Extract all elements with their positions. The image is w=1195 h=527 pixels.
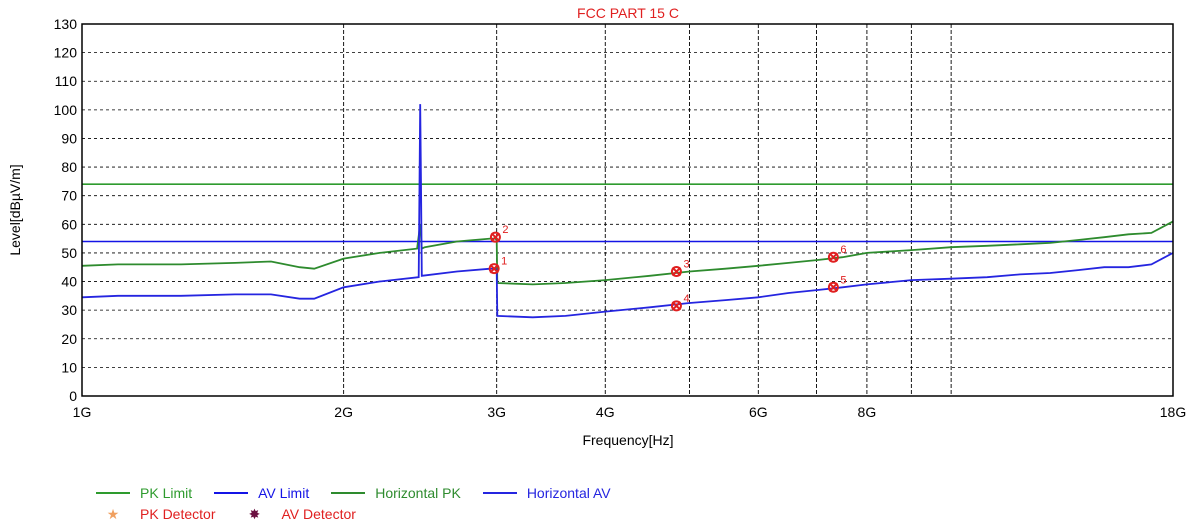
legend-item: Horizontal AV [482, 485, 611, 501]
marker-label: 3 [683, 259, 689, 271]
legend-row-markers: ★ PK Detector ✸ AV Detector [96, 506, 378, 522]
series-line-3 [81, 220, 1174, 286]
legend-line-swatch [96, 492, 130, 494]
marker-label: 6 [840, 244, 846, 256]
legend-line-swatch [482, 492, 517, 494]
x-axis-label: Frequency[Hz] [582, 432, 673, 448]
legend-marker-symbol: ✸ [248, 506, 261, 522]
x-tick-label: 18G [1160, 404, 1186, 420]
y-tick-label: 100 [54, 102, 78, 118]
x-tick-label: 2G [334, 404, 353, 420]
marker-3 [670, 266, 682, 278]
grid [81, 23, 1174, 397]
x-tick-label: 8G [858, 404, 877, 420]
legend-item: AV Limit [214, 485, 309, 501]
marker-1 [488, 263, 500, 275]
legend-line-swatch [214, 492, 249, 494]
series-line-4 [81, 104, 1174, 319]
legend-marker-symbol: ★ [106, 506, 120, 522]
x-tick-labels: 1G 2G 3G 4G 6G 8G 18G [73, 404, 1187, 420]
x-tick-label: 1G [73, 404, 92, 420]
marker-label: 4 [683, 293, 689, 305]
legend-label: Horizontal AV [526, 485, 611, 501]
legend-label: PK Limit [140, 485, 193, 501]
x-tick-label: 3G [487, 404, 506, 420]
marker-6 [827, 251, 839, 263]
marker-4-cross [671, 301, 682, 311]
y-tick-label: 40 [61, 274, 77, 290]
legend-row-lines: PK Limit AV Limit Horizontal PK Horizontal … [96, 485, 633, 501]
marker-2-cross [490, 232, 501, 242]
y-tick-label: 80 [61, 159, 77, 175]
y-tick-labels: 0 10 20 30 40 50 60 70 80 90 100 110 120 130 [54, 16, 78, 404]
legend-label: AV Detector [281, 506, 356, 522]
marker-label: 5 [840, 274, 846, 286]
x-tick-label: 4G [596, 404, 615, 420]
legend-item: Horizontal PK [331, 485, 461, 501]
y-axis-label: Level[dBµV/m] [7, 164, 23, 255]
marker-5 [827, 281, 839, 293]
y-tick-label: 130 [54, 16, 78, 32]
legend-item: ✸ AV Detector [237, 506, 356, 522]
y-tick-label: 110 [55, 73, 78, 89]
marker-5-cross [828, 282, 839, 292]
y-tick-label: 10 [61, 359, 77, 375]
y-tick-label: 60 [61, 216, 77, 232]
plot-frame [81, 23, 1174, 397]
legend-line-swatch [331, 492, 366, 494]
legend-label: PK Detector [140, 506, 216, 522]
chart-title: FCC PART 15 C [577, 5, 679, 21]
y-tick-label: 20 [61, 331, 77, 347]
marker-4 [670, 300, 682, 312]
legend-label: AV Limit [258, 485, 310, 501]
x-tick-label: 6G [749, 404, 768, 420]
marker-2 [489, 231, 501, 243]
marker-group: 1 2 3 4 5 6 [488, 224, 847, 312]
series-group [81, 104, 1174, 319]
marker-1-cross [489, 263, 499, 274]
marker-6-cross [828, 252, 839, 262]
y-tick-label: 70 [61, 188, 77, 204]
y-tick-label: 0 [69, 388, 77, 404]
y-tick-label: 120 [54, 45, 78, 61]
legend-item: PK Limit [96, 485, 192, 501]
legend-label: Horizontal PK [375, 485, 461, 501]
y-tick-label: 30 [61, 302, 77, 318]
y-tick-label: 90 [61, 130, 77, 146]
y-tick-label: 50 [61, 245, 77, 261]
marker-3-cross [671, 266, 682, 277]
marker-label: 2 [502, 224, 508, 236]
marker-label: 1 [501, 256, 507, 268]
legend-item: ★ PK Detector [96, 506, 216, 522]
